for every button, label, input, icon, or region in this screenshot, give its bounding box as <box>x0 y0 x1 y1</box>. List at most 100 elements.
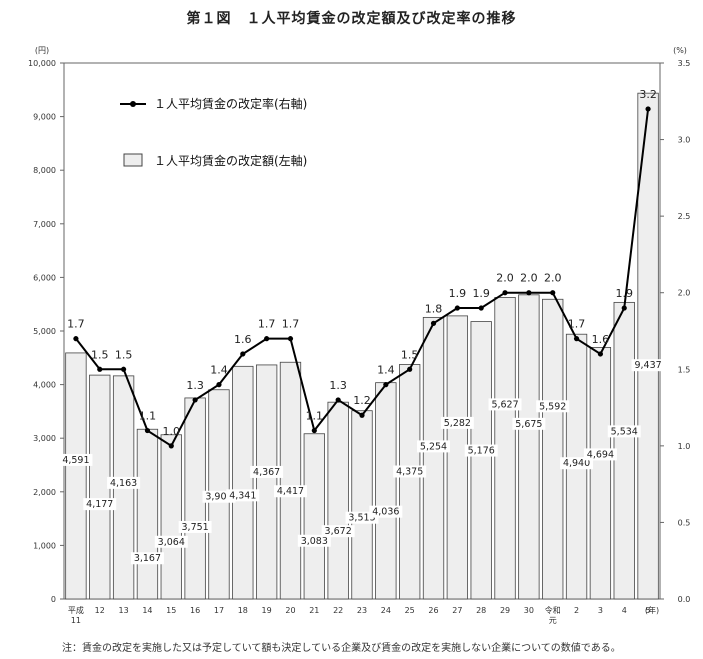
bar-label-bg <box>297 534 331 547</box>
rate-point <box>121 366 127 372</box>
rate-label: 2.0 <box>496 272 514 285</box>
bar-value-label: 3,083 <box>301 536 328 547</box>
rate-label: 1.7 <box>282 318 300 331</box>
bar-label-bg <box>607 425 641 438</box>
bar-value-label: 3,064 <box>158 537 185 548</box>
bar <box>136 428 159 600</box>
rate-label: 1.7 <box>568 318 586 331</box>
rate-point <box>621 305 627 311</box>
bar <box>351 410 373 600</box>
bar <box>399 364 421 600</box>
rate-label: 2.0 <box>544 272 562 285</box>
left-tick-label: 7,000 <box>33 220 56 229</box>
bar <box>613 301 635 600</box>
legend-bar-label: １人平均賃金の改定額(左軸) <box>154 153 307 168</box>
x-tick-label: 28 <box>476 606 486 615</box>
bar-value-label: 5,254 <box>420 441 447 452</box>
rate-label: 1.7 <box>258 318 276 331</box>
bar-label-bg <box>250 465 284 478</box>
rate-point <box>454 305 460 311</box>
rate-label: 1.6 <box>592 333 610 346</box>
bar-value-label: 5,176 <box>468 446 495 457</box>
right-tick-label: 3.5 <box>678 59 691 68</box>
x-tick-label: 17 <box>214 606 224 615</box>
left-axis-unit: (円) <box>35 46 49 55</box>
right-tick-label: 1.5 <box>678 365 691 374</box>
bar-label-bg <box>321 525 355 538</box>
left-tick-label: 6,000 <box>33 273 56 282</box>
rate-label: 1.9 <box>449 287 467 300</box>
rate-point <box>526 290 532 296</box>
left-tick-label: 4,000 <box>33 381 56 390</box>
bar-value-label: 4,694 <box>587 449 614 460</box>
right-tick-label: 0.5 <box>678 518 691 527</box>
chart-title: 第１図 １人平均賃金の改定額及び改定率の推移 <box>186 11 517 27</box>
right-tick-label: 0.0 <box>678 595 691 604</box>
left-tick-label: 9,000 <box>33 113 56 122</box>
x-axis-unit: (年) <box>645 605 659 615</box>
rate-point <box>573 336 580 342</box>
left-tick-label: 3,000 <box>33 434 56 443</box>
bar-label-bg <box>631 359 665 372</box>
bar-value-label: 3,513 <box>348 513 375 524</box>
x-tick-label: 20 <box>285 606 295 615</box>
x-tick-label: 19 <box>262 606 272 615</box>
bar <box>232 365 254 600</box>
bar-value-label: 4,177 <box>86 499 113 510</box>
rate-label: 1.5 <box>401 348 419 361</box>
bar-label-bg <box>440 416 474 429</box>
bar <box>184 397 206 600</box>
bar-label-bg <box>130 552 164 565</box>
legend-bar-swatch <box>123 153 143 167</box>
rate-point <box>264 336 270 342</box>
bar <box>65 352 87 600</box>
bar <box>542 298 564 600</box>
bar-value-label: 5,675 <box>515 419 542 430</box>
bar <box>518 294 540 600</box>
x-tick-label: 15 <box>166 606 176 615</box>
bar <box>255 364 278 600</box>
bar-label-bg <box>273 485 307 498</box>
right-tick-label: 2.5 <box>678 212 691 221</box>
rate-point <box>311 427 317 434</box>
x-tick-label: 平成 <box>68 605 84 615</box>
x-tick-label: 27 <box>452 606 462 615</box>
left-tick-label: 10,000 <box>28 59 56 68</box>
rate-label: 1.6 <box>234 333 252 346</box>
rate-point <box>144 427 151 434</box>
rate-label: 1.5 <box>91 348 109 361</box>
x-tick-label: 16 <box>190 606 200 615</box>
bar-value-label: 4,940 <box>563 458 590 469</box>
bar <box>279 361 302 600</box>
left-tick-label: 8,000 <box>33 166 56 175</box>
x-tick-label: 22 <box>333 606 343 615</box>
left-tick-label: 0 <box>51 595 56 604</box>
bar-label-bg <box>583 448 617 461</box>
bar <box>637 92 659 600</box>
bar-label-bg <box>536 400 570 413</box>
bar-value-label: 5,534 <box>611 426 638 437</box>
rate-point <box>73 336 79 342</box>
left-tick-label: 1,000 <box>33 541 56 550</box>
legend-line-marker <box>130 101 136 107</box>
rate-point <box>550 290 556 296</box>
x-tick-label: 24 <box>381 606 391 615</box>
bar-label-bg <box>369 505 403 518</box>
rate-label: 1.3 <box>329 379 347 392</box>
bar <box>303 433 325 600</box>
bar-label-bg <box>393 465 427 478</box>
rate-point <box>383 382 389 388</box>
rate-point <box>192 397 198 403</box>
x-tick-label: 14 <box>142 606 152 615</box>
x-tick-label: 5 <box>646 606 651 615</box>
rate-point <box>240 351 246 357</box>
rate-label: 1.4 <box>377 364 395 377</box>
bar-label-bg <box>417 440 451 453</box>
right-tick-label: 3.0 <box>678 136 691 145</box>
bar-value-label: 4,163 <box>110 478 137 489</box>
x-tick-label: 21 <box>309 606 319 615</box>
rate-label: 3.2 <box>639 88 657 101</box>
bar <box>327 401 349 600</box>
x-tick-label: 26 <box>428 606 438 615</box>
bar-label-bg <box>226 489 260 502</box>
